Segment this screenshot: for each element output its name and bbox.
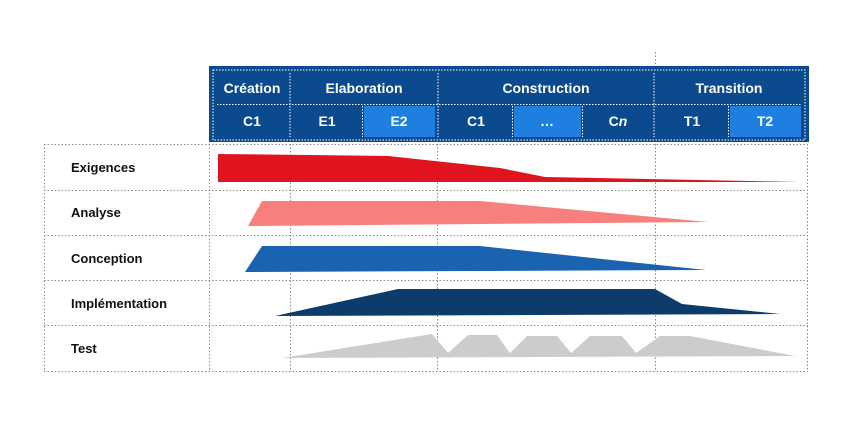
iteration-label-ellipsis: …: [540, 113, 554, 129]
iteration-cell-c1: [217, 106, 287, 137]
phase-cell-elaboration: [293, 73, 435, 103]
implementation-workload-shape: [275, 289, 780, 316]
phase-cell-creation: [217, 73, 287, 103]
test-workload-shape: [282, 334, 795, 358]
discipline-label-implementation: Implémentation: [71, 296, 167, 311]
iteration-cell-cn: [584, 106, 651, 137]
conception-workload-shape: [245, 246, 706, 272]
phase-label-construction: Construction: [502, 80, 589, 96]
iteration-cell-t2: [730, 106, 801, 137]
discipline-label-analyse: Analyse: [71, 205, 121, 220]
iteration-cell-e2: [364, 106, 435, 137]
iteration-label-c1: C1: [243, 113, 261, 129]
iteration-label-cn-letter: C: [609, 113, 619, 129]
header-inner-border: [212, 69, 806, 141]
phase-cell-construction: [441, 73, 651, 103]
discipline-label-exigences: Exigences: [71, 160, 135, 175]
iteration-label-t1: T1: [684, 113, 701, 129]
phase-label-transition: Transition: [696, 80, 763, 96]
phase-label-creation: Création: [224, 80, 281, 96]
discipline-label-conception: Conception: [71, 251, 143, 266]
iteration-cell-e1: [293, 106, 361, 137]
iteration-label-construction-c1: C1: [467, 113, 485, 129]
iteration-label-cn: Cn: [609, 113, 628, 129]
analyse-workload-shape: [248, 201, 708, 226]
exigences-workload-shape: [218, 154, 800, 182]
discipline-grid: [44, 52, 808, 372]
iteration-label-e2: E2: [390, 113, 407, 129]
discipline-label-test: Test: [71, 341, 97, 356]
phase-cell-transition: [657, 73, 801, 103]
iteration-label-e1: E1: [318, 113, 335, 129]
iteration-cell-construction-c1: [441, 106, 511, 137]
iteration-cell-t1: [657, 106, 727, 137]
phase-label-elaboration: Elaboration: [325, 80, 402, 96]
iteration-label-t2: T2: [757, 113, 774, 129]
iteration-cell-ellipsis: [514, 106, 581, 137]
iteration-label-cn-index: n: [619, 113, 628, 129]
